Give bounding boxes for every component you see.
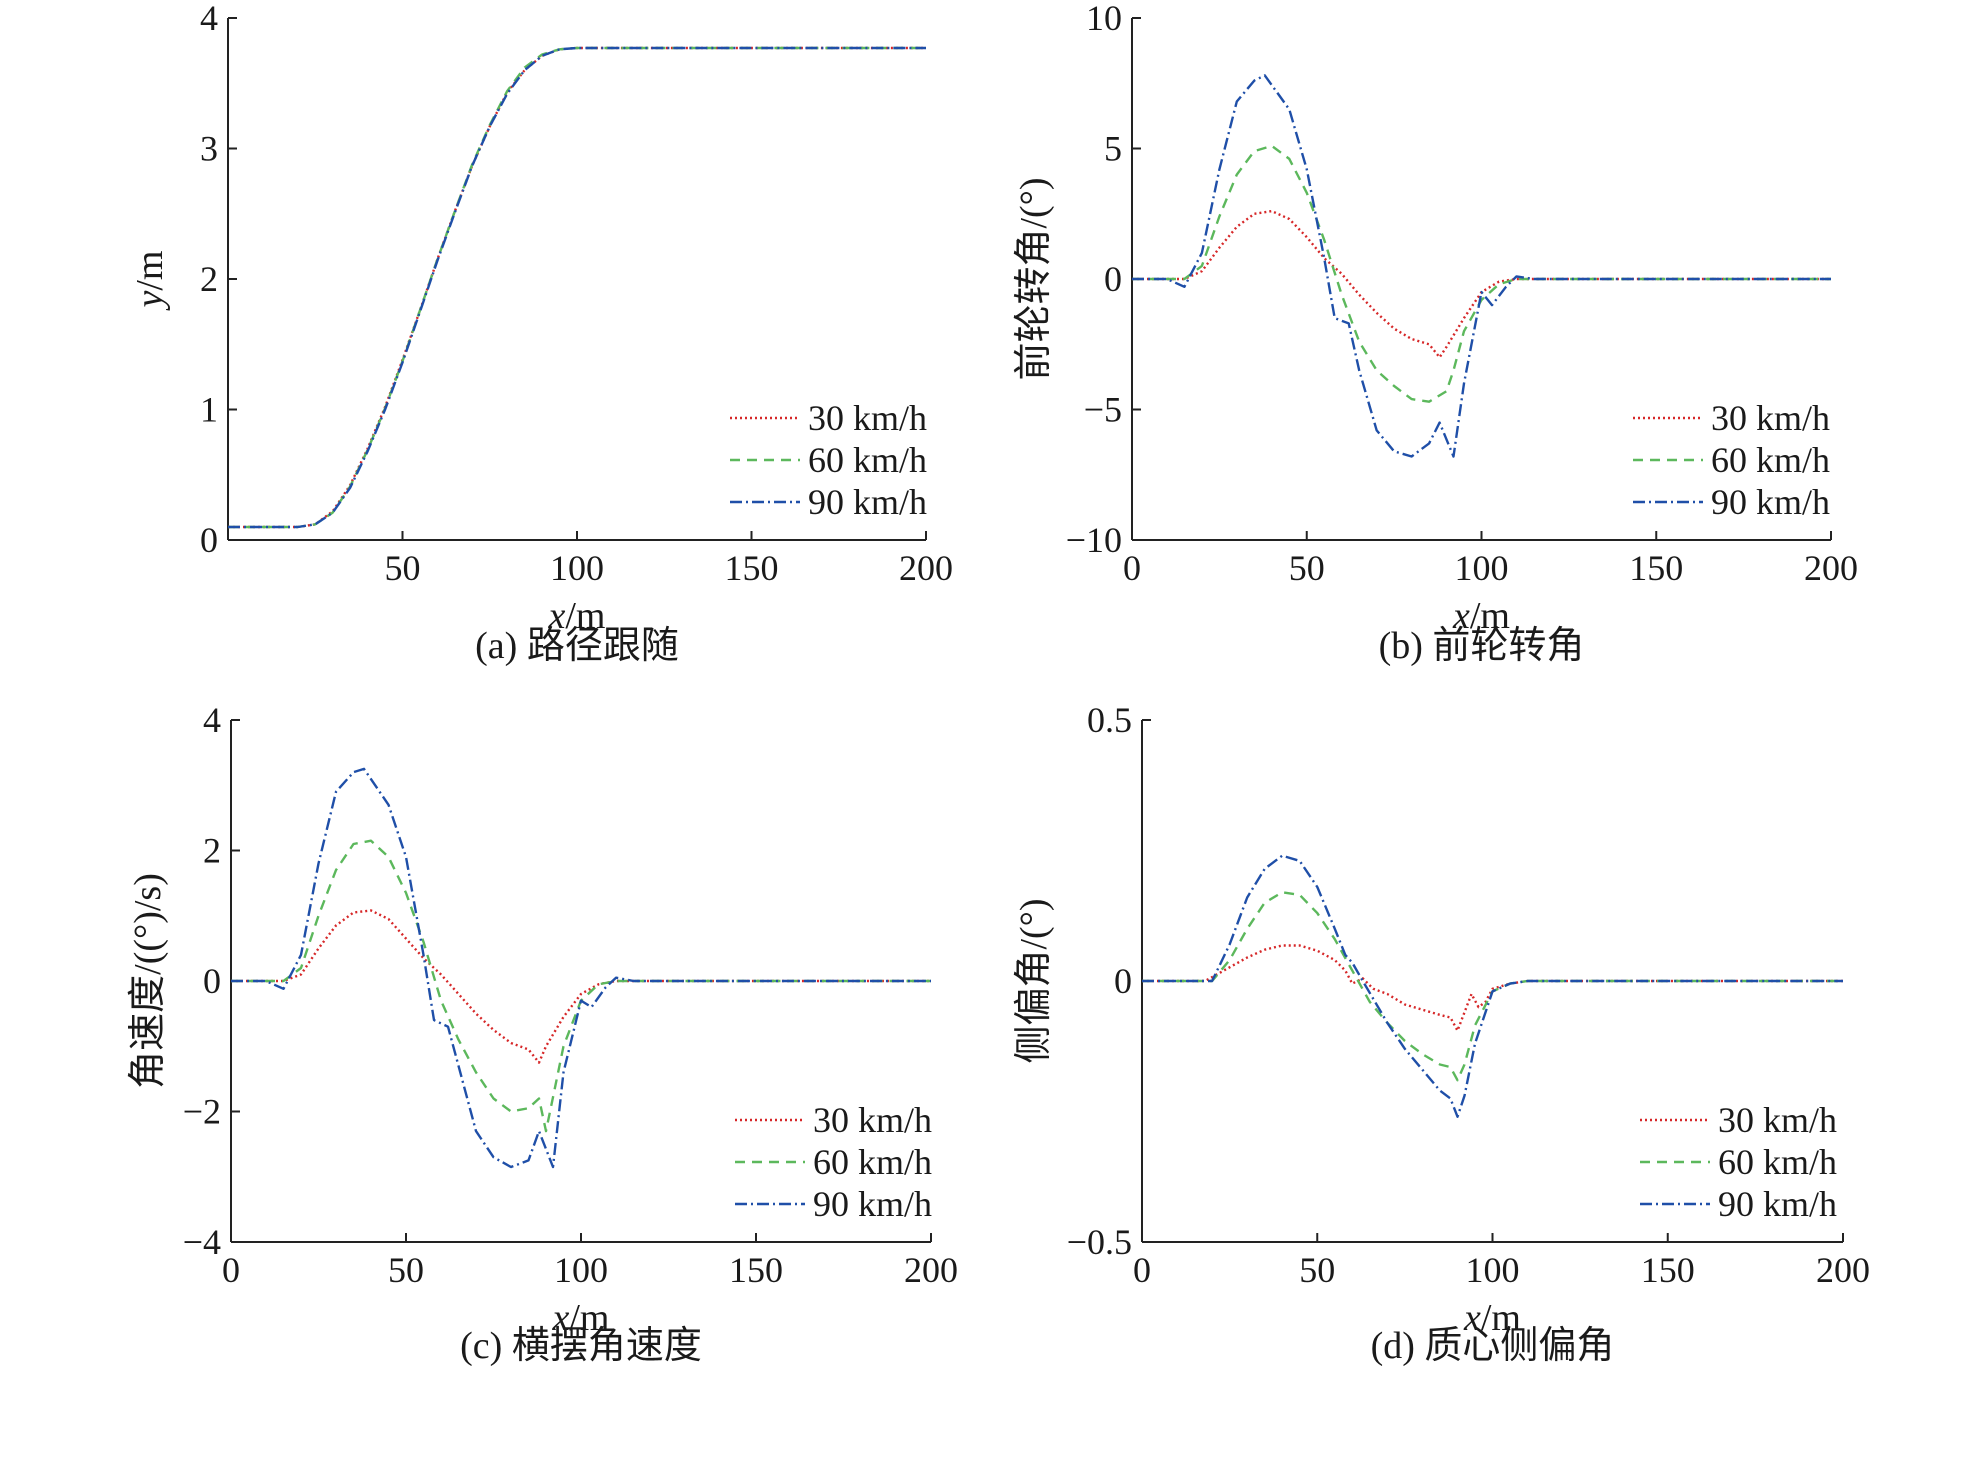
series-line-0 (1132, 209, 1831, 359)
y-tick-label: 2 (203, 831, 221, 871)
series-line-2 (1142, 854, 1843, 1118)
series-line-2 (231, 767, 931, 1169)
y-axis-label: y/m (129, 251, 171, 312)
panel-2: 0 50 100 150 200 −4 −2 0 2 4 x/m 角速度/((°)/s) (c) 横摆角… (127, 700, 958, 1367)
panel-1: 0 50 100 150 200 −10 −5 0 5 10 x/m 前轮转角/(°) (b) 前轮转角… (1013, 0, 1858, 667)
series-line-2 (1132, 74, 1831, 458)
series-line-1 (1132, 144, 1831, 403)
x-tick-label: 50 (388, 1250, 424, 1290)
series-line-1 (231, 839, 931, 1133)
legend-label: 90 km/h (1711, 482, 1830, 522)
y-tick-label: 2 (200, 259, 218, 299)
y-tick-label: 4 (200, 0, 218, 38)
y-tick-label: −0.5 (1067, 1222, 1132, 1262)
x-axis-label: x/m (1452, 595, 1510, 637)
x-tick-label: 200 (1804, 548, 1858, 588)
x-axis-label: x/m (1463, 1297, 1521, 1339)
legend-label: 90 km/h (808, 482, 927, 522)
x-tick-label: 150 (1629, 548, 1683, 588)
x-axis-label: x/m (548, 595, 606, 637)
y-tick-label: 10 (1086, 0, 1122, 38)
y-tick-label: −10 (1066, 520, 1122, 560)
series-line-0 (231, 909, 931, 1064)
x-tick-label: 200 (899, 548, 953, 588)
y-tick-label: 4 (203, 700, 221, 740)
x-tick-label: 100 (550, 548, 604, 588)
y-tick-label: −5 (1084, 390, 1122, 430)
legend: 30 km/h60 km/h90 km/h (730, 398, 927, 522)
legend-label: 60 km/h (808, 440, 927, 480)
legend: 30 km/h60 km/h90 km/h (1640, 1100, 1837, 1224)
x-tick-label: 150 (1641, 1250, 1695, 1290)
x-tick-label: 200 (904, 1250, 958, 1290)
series-line-1 (228, 46, 926, 529)
y-tick-label: 0 (203, 961, 221, 1001)
legend-label: 90 km/h (1718, 1184, 1837, 1224)
x-tick-label: 100 (1455, 548, 1509, 588)
panel-caption: (c) 横摆角速度 (460, 1325, 702, 1367)
panel-0: 50 100 150 200 0 1 2 3 4 x/m y/m (a) 路径跟随 30 km/h60 … (129, 0, 953, 667)
panel-caption: (a) 路径跟随 (475, 625, 679, 667)
x-tick-label: 50 (1299, 1250, 1335, 1290)
legend-label: 90 km/h (813, 1184, 932, 1224)
legend-label: 30 km/h (808, 398, 927, 438)
x-tick-label: 100 (1466, 1250, 1520, 1290)
x-tick-label: 200 (1816, 1250, 1870, 1290)
x-tick-label: 0 (1133, 1250, 1151, 1290)
y-tick-label: 0 (1114, 961, 1132, 1001)
y-axis-label: 前轮转角/(°) (1013, 177, 1055, 380)
legend: 30 km/h60 km/h90 km/h (735, 1100, 932, 1224)
y-tick-label: 0 (200, 520, 218, 560)
legend-label: 60 km/h (1711, 440, 1830, 480)
series-line-1 (1142, 891, 1843, 1082)
panel-caption: (d) 质心侧偏角 (1371, 1325, 1615, 1367)
y-tick-label: −4 (183, 1222, 221, 1262)
x-tick-label: 150 (725, 548, 779, 588)
series-line-0 (1142, 944, 1843, 1032)
y-tick-label: 1 (200, 390, 218, 430)
legend-label: 30 km/h (1711, 398, 1830, 438)
x-tick-label: 50 (385, 548, 421, 588)
panel-caption: (b) 前轮转角 (1379, 625, 1585, 667)
y-tick-label: 0.5 (1087, 700, 1132, 740)
series-line-2 (228, 46, 926, 529)
legend-label: 60 km/h (1718, 1142, 1837, 1182)
y-tick-label: 5 (1104, 129, 1122, 169)
y-tick-label: 3 (200, 129, 218, 169)
x-tick-label: 100 (554, 1250, 608, 1290)
legend-label: 30 km/h (813, 1100, 932, 1140)
x-tick-label: 0 (222, 1250, 240, 1290)
y-axis-label: 角速度/((°)/s) (127, 873, 169, 1089)
x-tick-label: 50 (1289, 548, 1325, 588)
y-tick-label: −2 (183, 1092, 221, 1132)
y-axis-label: 侧偏角/(°) (1013, 898, 1055, 1063)
legend: 30 km/h60 km/h90 km/h (1633, 398, 1830, 522)
x-axis-label: x/m (552, 1297, 610, 1339)
y-tick-label: 0 (1104, 259, 1122, 299)
x-tick-label: 150 (729, 1250, 783, 1290)
legend-label: 30 km/h (1718, 1100, 1837, 1140)
x-tick-label: 0 (1123, 548, 1141, 588)
legend-label: 60 km/h (813, 1142, 932, 1182)
